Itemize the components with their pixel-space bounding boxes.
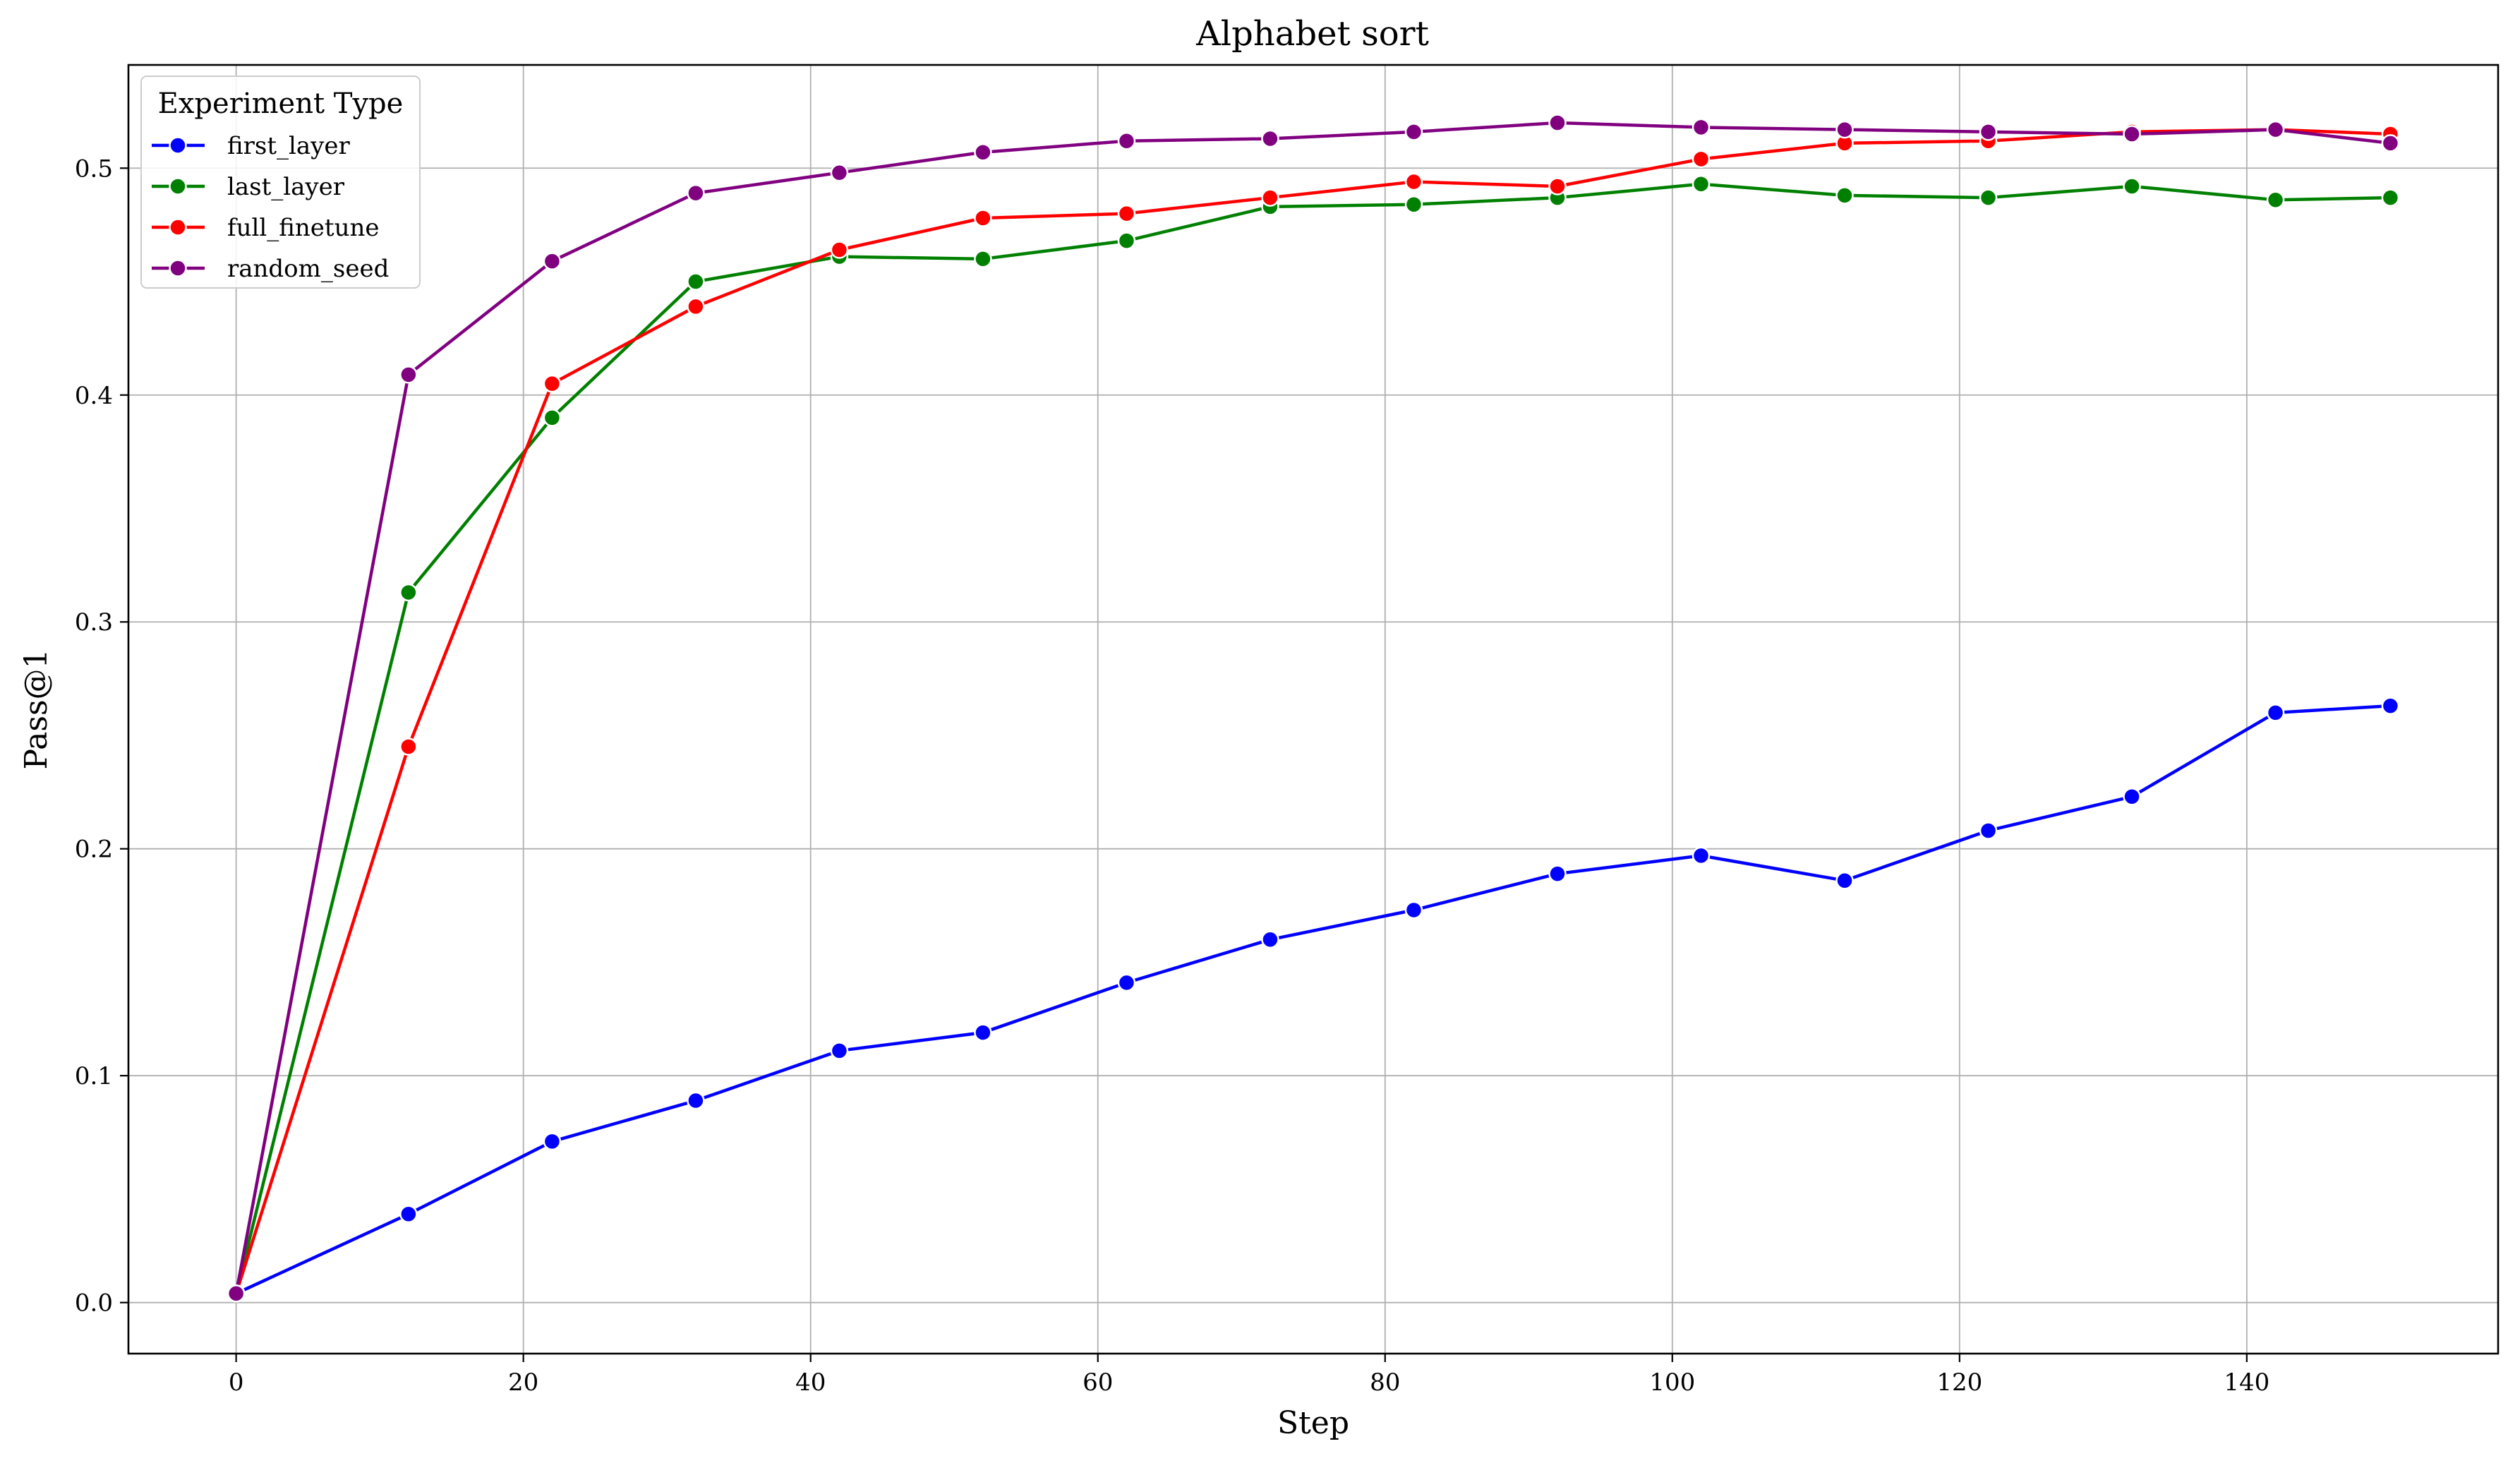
series-line: [234, 121, 2391, 1294]
x-tick-label: 60: [1083, 1368, 1113, 1397]
legend-label: random_seed: [227, 255, 389, 283]
y-tick-label: 0.1: [75, 1062, 113, 1090]
data-point: [2266, 120, 2285, 139]
data-point: [1404, 123, 1423, 141]
data-point: [2123, 788, 2141, 806]
data-point: [974, 1023, 992, 1042]
y-axis-label: Pass@1: [18, 649, 54, 769]
data-point: [1117, 204, 1136, 223]
data-point: [1261, 188, 1279, 207]
data-point: [1979, 821, 1998, 840]
data-point: [2381, 697, 2400, 715]
data-point: [543, 252, 562, 270]
data-point: [1692, 150, 1711, 169]
data-point: [2123, 177, 2141, 195]
data-point: [2266, 704, 2285, 722]
data-point: [687, 1091, 705, 1110]
x-tick-label: 140: [2224, 1368, 2269, 1397]
data-point: [399, 737, 418, 756]
legend-item: first_layer: [152, 132, 351, 160]
x-tick-label: 120: [1936, 1368, 1982, 1397]
data-point: [543, 409, 562, 427]
x-tick-label: 40: [795, 1368, 826, 1397]
data-point: [2123, 125, 2141, 143]
data-point: [1548, 114, 1567, 132]
data-point: [1404, 172, 1423, 191]
data-point: [1835, 186, 1854, 205]
data-point: [1117, 131, 1136, 150]
data-point: [974, 209, 992, 227]
y-tick-label: 0.2: [75, 836, 113, 864]
legend-label: first_layer: [227, 132, 351, 160]
legend-label: last_layer: [227, 173, 345, 201]
series-layer: [227, 114, 2400, 1303]
legend-title: Experiment Type: [158, 88, 404, 120]
data-point: [974, 143, 992, 162]
data-point: [399, 583, 418, 602]
data-point: [1835, 120, 1854, 139]
data-point: [543, 1132, 562, 1151]
series-line: [234, 182, 2391, 1294]
legend-swatch-marker: [169, 218, 187, 236]
data-point: [830, 241, 849, 259]
data-point: [1692, 846, 1711, 865]
y-tick-label: 0.0: [75, 1289, 113, 1318]
data-point: [830, 1042, 849, 1060]
data-point: [399, 1205, 418, 1224]
series-random-seed: [227, 114, 2400, 1303]
data-point: [1261, 129, 1279, 148]
x-axis-label: Step: [1277, 1405, 1349, 1441]
data-point: [1404, 901, 1423, 920]
legend-item: last_layer: [152, 173, 345, 201]
data-point: [543, 374, 562, 393]
data-point: [974, 250, 992, 268]
grid: [128, 65, 2498, 1354]
legend-item: random_seed: [152, 255, 389, 283]
x-tick-label: 0: [229, 1368, 244, 1397]
data-point: [687, 297, 705, 316]
data-point: [1692, 175, 1711, 193]
data-point: [830, 163, 849, 182]
data-point: [687, 272, 705, 291]
data-point: [227, 1284, 246, 1303]
data-point: [2381, 188, 2400, 207]
plot-frame: [127, 64, 2500, 1355]
series-full-finetune: [227, 120, 2400, 1303]
data-point: [1404, 195, 1423, 214]
data-point: [1979, 123, 1998, 141]
data-point: [399, 366, 418, 384]
series-line: [234, 128, 2391, 1294]
data-point: [1117, 231, 1136, 250]
legend-swatch-marker: [169, 136, 187, 155]
x-tick-label: 100: [1649, 1368, 1695, 1397]
data-point: [1117, 973, 1136, 992]
data-point: [1835, 871, 1854, 890]
series-first-layer: [227, 697, 2400, 1303]
series-line: [235, 704, 2391, 1295]
data-point: [687, 183, 705, 203]
legend-swatch-marker: [169, 177, 187, 195]
y-tick-label: 0.5: [75, 155, 113, 183]
x-tick-label: 20: [508, 1368, 538, 1397]
data-point: [1548, 865, 1567, 883]
chart-title: Alphabet sort: [1195, 14, 1429, 54]
data-point: [2266, 191, 2285, 210]
legend: Experiment Type first_layer last_layerfull…: [140, 76, 421, 289]
y-tick-label: 0.3: [75, 608, 113, 637]
y-tick-label: 0.4: [75, 382, 113, 410]
data-point: [1261, 930, 1279, 949]
ticks: 0 20 40 60 80 100 120 140 0.0 0.1 0.2 0.3 0.4 0.5: [75, 155, 2269, 1397]
data-point: [1692, 118, 1711, 137]
legend-item: full_finetune: [152, 214, 380, 242]
data-point: [1548, 177, 1567, 195]
data-point: [2381, 134, 2400, 152]
legend-box: [140, 76, 421, 289]
x-tick-label: 80: [1370, 1368, 1400, 1397]
data-point: [1979, 188, 1998, 207]
legend-swatch-marker: [169, 259, 187, 277]
legend-label: full_finetune: [227, 214, 380, 242]
